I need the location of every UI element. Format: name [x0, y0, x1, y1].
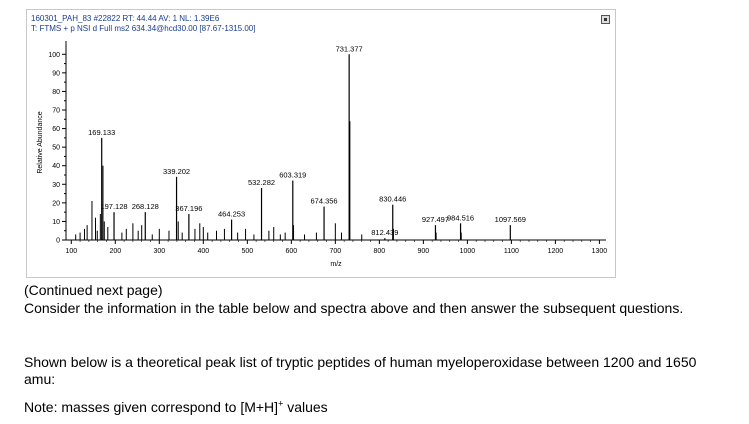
y-tick-label: 20	[52, 200, 60, 207]
peak-label: 532.282	[248, 178, 275, 187]
y-tick-label: 50	[52, 145, 60, 152]
x-tick-label: 1200	[548, 248, 564, 255]
x-tick-label: 100	[65, 248, 77, 255]
x-tick-label: 200	[109, 248, 121, 255]
peak-label: 731.377	[336, 44, 363, 53]
y-tick-label: 90	[52, 70, 60, 77]
y-tick-label: 0	[56, 238, 60, 245]
x-tick-label: 300	[153, 248, 165, 255]
window-icon[interactable]	[601, 15, 610, 24]
scan-filter: T: FTMS + p NSI d Full ms2 634.34@hcd30.…	[31, 24, 256, 33]
mass-note-suffix: values	[283, 399, 328, 415]
peak-label: 1097.569	[495, 215, 526, 224]
peak-label: 984.516	[447, 213, 474, 222]
y-tick-label: 10	[52, 219, 60, 226]
x-tick-label: 1000	[460, 248, 476, 255]
y-tick-label: 100	[48, 52, 60, 59]
x-tick-label: 1100	[504, 248, 519, 255]
x-tick-label: 600	[285, 248, 297, 255]
scan-header: 160301_PAH_83 #22822 RT: 44.44 AV: 1 NL:…	[31, 14, 220, 23]
peptide-list-intro: Shown below is a theoretical peak list o…	[24, 354, 697, 387]
x-tick-label: 500	[241, 248, 253, 255]
continued-note: (Continued next page)	[24, 282, 163, 298]
x-axis-label: m/z	[330, 261, 342, 268]
x-tick-label: 1300	[592, 248, 608, 255]
peak-label: 339.202	[163, 167, 190, 176]
mass-note: Note: masses given correspond to [M+H]+ …	[24, 399, 724, 416]
y-tick-label: 70	[52, 108, 60, 115]
peak-label: 674.356	[310, 197, 337, 206]
peak-label: 367.196	[175, 204, 202, 213]
y-tick-label: 60	[52, 126, 60, 133]
spectrum-panel: 160301_PAH_83 #22822 RT: 44.44 AV: 1 NL:…	[26, 9, 616, 278]
mass-note-charge: +	[278, 398, 284, 409]
x-tick-label: 400	[197, 248, 209, 255]
x-tick-label: 900	[418, 248, 430, 255]
y-tick-label: 80	[52, 89, 60, 96]
mass-spectrum-chart: 0 10 20 30 40 50 60 70 80 90 100 100 200 300 400 500 600…	[37, 41, 608, 268]
peak-label: 169.133	[88, 128, 115, 137]
peak-label: 603.319	[279, 171, 306, 180]
y-tick-label: 30	[52, 182, 60, 189]
peak-label: 268.128	[132, 202, 159, 211]
peak-label: 197.128	[100, 202, 127, 211]
peak-label: 830.446	[379, 195, 406, 204]
x-tick-label: 800	[374, 248, 386, 255]
x-tick-label: 700	[329, 248, 341, 255]
peak-label: 464.253	[218, 210, 245, 219]
peak-label: 927.497	[422, 215, 449, 224]
y-tick-label: 40	[52, 163, 60, 170]
instructions-text: Consider the information in the table be…	[24, 300, 684, 316]
mass-note-text: Note: masses given correspond to [M+H]	[24, 399, 279, 415]
peak-label: 812.439	[371, 228, 398, 237]
y-axis-label: Relative Abundance	[37, 111, 44, 173]
